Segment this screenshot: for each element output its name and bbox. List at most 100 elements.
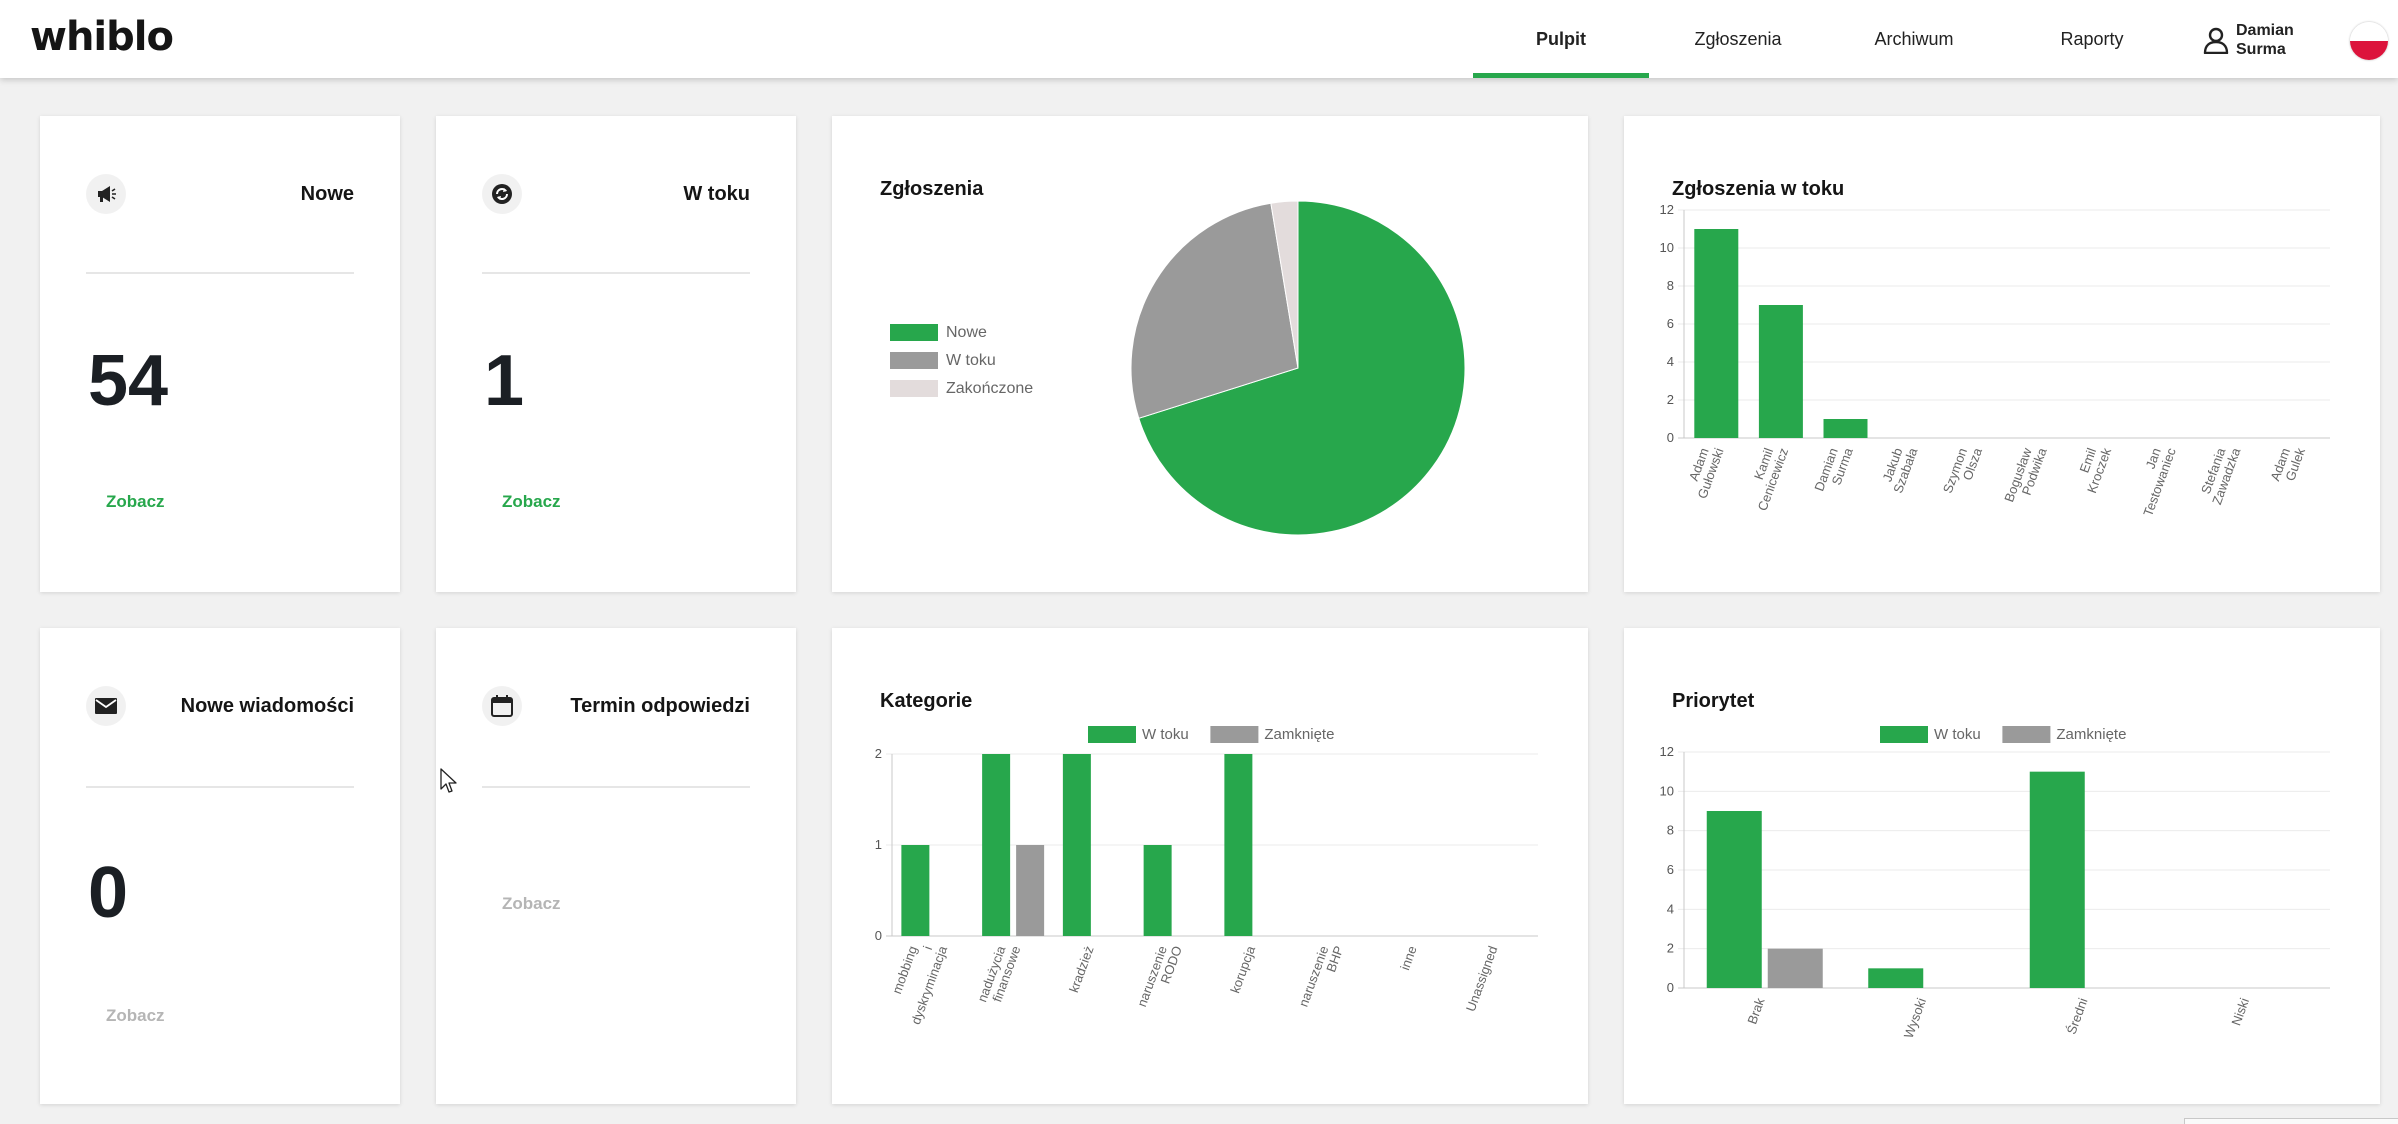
- see-more-link[interactable]: Zobacz: [502, 894, 561, 913]
- nav-tab-pulpit[interactable]: Pulpit: [1473, 0, 1649, 78]
- nav-tab-zgloszenia[interactable]: Zgłoszenia: [1650, 0, 1826, 78]
- legend-swatch: [2002, 726, 2051, 743]
- bar[interactable]: [1823, 419, 1868, 438]
- pie-slice[interactable]: [1270, 200, 1299, 369]
- calendar-icon: [482, 686, 522, 726]
- scrollbar-corner: [2184, 1118, 2398, 1124]
- legend-label[interactable]: W toku: [946, 352, 996, 369]
- legend-label[interactable]: W toku: [1934, 726, 1981, 743]
- megaphone-icon: [86, 174, 126, 214]
- nav-tab-label: Raporty: [2060, 28, 2124, 49]
- bar[interactable]: [1694, 229, 1739, 438]
- x-tick-label: mobbing: [889, 944, 920, 996]
- bar[interactable]: [1767, 948, 1823, 988]
- stat-title: Nowe wiadomości: [180, 695, 354, 717]
- y-tick-label: 8: [1667, 823, 1674, 838]
- stat-value: 0: [88, 853, 129, 933]
- top-navbar: whiblo Pulpit Zgłoszenia Archiwum Raport…: [0, 0, 2398, 78]
- nav-tab-archiwum[interactable]: Archiwum: [1826, 0, 2002, 78]
- pie-slice[interactable]: [1138, 200, 1466, 536]
- y-tick-label: 2: [1667, 941, 1674, 956]
- legend-label[interactable]: W toku: [1142, 726, 1189, 743]
- stat-title: Nowe: [300, 183, 354, 205]
- y-tick-label: 2: [875, 746, 882, 761]
- nav-tab-label: Pulpit: [1536, 28, 1586, 49]
- chart-title: Kategorie: [880, 690, 973, 712]
- bar[interactable]: [2029, 771, 2085, 988]
- app-logo[interactable]: whiblo: [30, 14, 174, 60]
- divider: [86, 786, 354, 788]
- see-more-link[interactable]: Zobacz: [106, 1006, 165, 1025]
- stat-card-termin-odpowiedzi: Termin odpowiedzi Zobacz: [436, 628, 796, 1104]
- y-tick-label: 2: [1667, 392, 1674, 407]
- nav-tab-label: Archiwum: [1874, 28, 1954, 49]
- y-tick-label: 8: [1667, 278, 1674, 293]
- legend-swatch: [1210, 726, 1259, 743]
- chart-card-zgloszenia: Zgłoszenia Nowe W toku Zakończone: [832, 116, 1588, 592]
- y-tick-label: 4: [1667, 901, 1674, 916]
- x-tick-label: i: [920, 944, 935, 952]
- x-tick-label: Jan: [2143, 446, 2164, 471]
- x-tick-label: korupcja: [1227, 943, 1258, 995]
- bar[interactable]: [1016, 845, 1045, 936]
- stat-card-nowe-wiadomosci: Nowe wiadomości 0 Zobacz: [40, 628, 400, 1104]
- x-tick-label: Unassigned: [1463, 944, 1501, 1014]
- legend-label[interactable]: Nowe: [946, 324, 987, 341]
- y-tick-label: 1: [875, 837, 882, 852]
- bar-chart: 0 2 4 6 8 10 12 W toku Zamknięte Brak Wysoki Średni…: [1660, 726, 2330, 1040]
- divider: [482, 786, 750, 788]
- bar[interactable]: [901, 845, 930, 936]
- pie-slice[interactable]: [1130, 202, 1299, 419]
- sync-icon: [482, 174, 522, 214]
- bar[interactable]: [1868, 968, 1924, 988]
- legend-swatch: [1088, 726, 1136, 743]
- stat-card-w-toku: W toku 1 Zobacz: [436, 116, 796, 592]
- mouse-cursor-icon: [440, 768, 457, 793]
- legend-swatch: [890, 324, 938, 341]
- x-tick-label: Brak: [1744, 995, 1767, 1026]
- envelope-icon: [86, 686, 126, 726]
- bar[interactable]: [982, 754, 1011, 936]
- x-tick-label: Średni: [2064, 996, 2091, 1037]
- bar[interactable]: [1706, 811, 1762, 988]
- user-menu[interactable]: Damian Surma: [2236, 21, 2294, 59]
- see-more-link[interactable]: Zobacz: [502, 492, 561, 511]
- legend-label[interactable]: Zamknięte: [2056, 726, 2126, 743]
- see-more-link[interactable]: Zobacz: [106, 492, 165, 511]
- chart-title: Zgłoszenia w toku: [1672, 178, 1845, 200]
- stat-card-nowe: Nowe 54 Zobacz: [40, 116, 400, 592]
- active-tab-indicator: [1473, 73, 1649, 78]
- y-tick-label: 12: [1660, 202, 1674, 217]
- divider: [86, 272, 354, 274]
- x-tick-label: naruszenie: [1296, 944, 1332, 1009]
- user-icon[interactable]: [2202, 26, 2230, 54]
- chart-card-zgloszenia-w-toku: Zgłoszenia w toku 0 2 4 6 8 10 12 Adam Gułowski K…: [1624, 116, 2380, 592]
- y-tick-label: 6: [1667, 316, 1674, 331]
- chart-title: Zgłoszenia: [880, 178, 984, 200]
- x-tick-label: kradzież: [1066, 944, 1097, 995]
- poland-flag-icon[interactable]: [2350, 22, 2388, 60]
- chart-title: Priorytet: [1672, 690, 1755, 712]
- bar[interactable]: [1143, 845, 1172, 936]
- x-tick-label: Niski: [2228, 996, 2252, 1028]
- legend-label[interactable]: Zamknięte: [1264, 726, 1334, 743]
- user-last-name: Surma: [2236, 41, 2286, 58]
- bar[interactable]: [1758, 305, 1803, 438]
- x-tick-label: Wysoki: [1901, 996, 1929, 1040]
- y-tick-label: 4: [1667, 354, 1674, 369]
- legend-swatch: [1880, 726, 1928, 743]
- nav-tab-raporty[interactable]: Raporty: [2004, 0, 2180, 78]
- pie-chart: Nowe W toku Zakończone: [890, 200, 1466, 536]
- y-tick-label: 10: [1660, 783, 1674, 798]
- stat-title: Termin odpowiedzi: [570, 695, 750, 717]
- user-first-name: Damian: [2236, 22, 2294, 39]
- bar[interactable]: [1224, 754, 1253, 936]
- bar[interactable]: [1062, 754, 1091, 936]
- y-tick-label: 10: [1660, 240, 1674, 255]
- y-tick-label: 0: [1667, 980, 1674, 995]
- x-tick-label: inne: [1397, 944, 1420, 972]
- legend-label[interactable]: Zakończone: [946, 380, 1033, 397]
